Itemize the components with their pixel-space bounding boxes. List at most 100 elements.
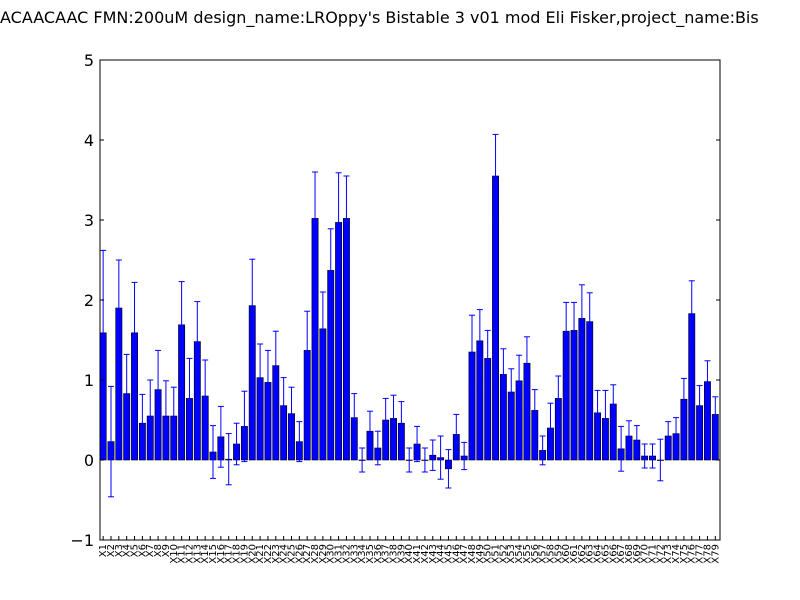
x-tick-label: X67	[616, 544, 627, 564]
error-bar-x26	[296, 421, 303, 463]
x-tick-label: X13	[192, 544, 203, 564]
error-bars-layer	[100, 133, 719, 498]
error-bar-x44	[437, 435, 444, 480]
x-tick-label: X53	[506, 544, 517, 564]
error-bar-x38	[390, 394, 397, 443]
x-tick-label: X46	[451, 544, 462, 564]
error-bar-x74	[673, 417, 680, 451]
error-bar-x58	[547, 402, 554, 454]
error-bar-x79	[712, 396, 719, 433]
error-bar-x32	[343, 175, 350, 262]
error-bar-x30	[327, 228, 334, 313]
x-tick-label: X22	[263, 544, 274, 564]
x-tick-label: X60	[561, 544, 572, 564]
error-bar-x33	[351, 393, 358, 443]
error-bar-x39	[398, 401, 405, 446]
x-tick-label: X19	[239, 544, 250, 564]
x-axis: X1X2X3X4X5X6X7X8X9X10X11X12X13X14X15X16X…	[98, 536, 721, 564]
x-tick-label: X20	[247, 544, 258, 564]
bar-x51	[492, 175, 499, 461]
x-tick-label: X3	[114, 544, 125, 557]
error-bar-x62	[578, 284, 585, 353]
x-tick-label: X44	[436, 544, 447, 564]
x-tick-label: X15	[208, 544, 219, 564]
x-tick-label: X11	[177, 544, 188, 564]
x-tick-label: X74	[671, 544, 682, 564]
x-tick-label: X52	[498, 544, 509, 564]
x-tick-label: X35	[365, 544, 376, 564]
x-tick-label: X50	[483, 544, 494, 564]
error-bar-x25	[288, 386, 295, 441]
x-tick-label: X55	[522, 544, 533, 564]
x-tick-label: X28	[310, 544, 321, 564]
x-tick-label: X7	[145, 544, 156, 557]
y-tick-label: 1	[84, 371, 94, 390]
x-tick-label: X73	[663, 544, 674, 564]
error-bar-x20	[249, 258, 256, 353]
x-tick-label: X49	[475, 544, 486, 564]
y-tick-label: 2	[84, 291, 94, 310]
error-bar-x68	[625, 420, 632, 452]
x-tick-label: X68	[624, 544, 635, 564]
error-bar-x54	[516, 354, 523, 407]
error-bar-x77	[696, 385, 703, 427]
error-bar-x12	[186, 357, 193, 439]
error-bar-x15	[210, 425, 217, 479]
x-tick-label: X38	[389, 544, 400, 564]
error-bar-x17	[225, 433, 232, 486]
error-bar-x59	[555, 375, 562, 422]
error-bar-x78	[704, 360, 711, 403]
error-bar-x29	[319, 291, 326, 367]
x-tick-label: X36	[373, 544, 384, 564]
error-bar-x19	[241, 390, 248, 463]
error-bar-x53	[508, 368, 515, 416]
error-bar-x13	[194, 301, 201, 383]
y-tick-label: −1	[70, 531, 94, 550]
error-bar-x76	[688, 280, 695, 347]
x-tick-label: X17	[224, 544, 235, 564]
error-bar-x10	[170, 386, 177, 446]
error-bar-x50	[484, 329, 491, 387]
x-tick-label: X42	[420, 544, 431, 564]
error-bar-x27	[304, 310, 311, 391]
x-tick-label: X63	[585, 544, 596, 564]
x-tick-label: X1	[98, 544, 109, 557]
error-bar-x60	[563, 301, 570, 361]
error-bar-x4	[123, 353, 130, 434]
x-tick-label: X61	[569, 544, 580, 564]
error-bar-x69	[633, 425, 640, 455]
error-bar-x63	[586, 292, 593, 351]
error-bar-x21	[257, 343, 264, 412]
error-bar-x65	[602, 389, 609, 447]
error-bar-x5	[131, 281, 138, 384]
x-tick-label: X5	[130, 544, 141, 557]
error-bar-x42	[421, 447, 428, 473]
x-tick-label: X45	[443, 544, 454, 564]
error-bar-x55	[523, 336, 530, 391]
x-tick-label: X29	[318, 544, 329, 564]
error-bar-x51	[492, 133, 499, 219]
x-tick-label: X62	[577, 544, 588, 564]
error-bar-x40	[406, 447, 413, 473]
error-bar-x52	[500, 348, 507, 401]
x-tick-label: X12	[184, 544, 195, 564]
x-tick-label: X48	[467, 544, 478, 564]
x-tick-label: X54	[514, 544, 525, 564]
error-bar-x43	[429, 439, 436, 471]
error-bar-x57	[539, 435, 546, 466]
y-tick-label: 3	[84, 211, 94, 230]
x-tick-label: X27	[302, 544, 313, 564]
x-tick-label: X4	[122, 544, 133, 557]
error-bar-x71	[649, 443, 656, 469]
error-bar-x18	[233, 422, 240, 466]
error-bar-x36	[374, 430, 381, 466]
error-bar-x56	[531, 389, 538, 432]
error-bar-x16	[217, 405, 224, 468]
error-bar-x8	[155, 349, 162, 430]
x-tick-label: X10	[169, 544, 180, 564]
x-tick-label: X76	[687, 544, 698, 564]
x-tick-label: X31	[334, 544, 345, 564]
error-bar-x72	[657, 438, 664, 482]
x-tick-label: X37	[381, 544, 392, 564]
